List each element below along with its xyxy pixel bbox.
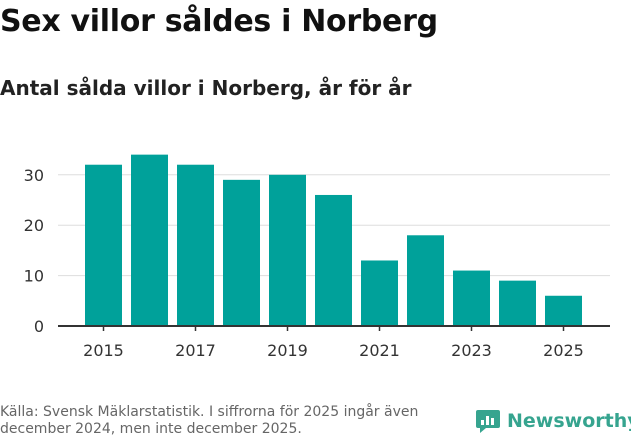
x-tick-label-2019: 2019 xyxy=(267,341,308,360)
bar-2024 xyxy=(499,280,536,326)
x-tick-label-2021: 2021 xyxy=(359,341,400,360)
bar-2020 xyxy=(315,194,352,326)
brand-name: Newsworthy xyxy=(507,410,631,432)
brand-logo: Newsworthy xyxy=(475,408,631,434)
source-note: Källa: Svensk Mäklarstatistik. I siffror… xyxy=(0,404,419,437)
bar-2015 xyxy=(85,164,122,326)
bar-chart: 0 10 20 30 2015 2017 2019 2021 2023 2025 xyxy=(24,154,610,360)
bar-2018 xyxy=(223,179,260,326)
x-tick-label-2015: 2015 xyxy=(83,341,124,360)
bar-2019 xyxy=(269,174,306,326)
y-tick-label-30: 30 xyxy=(24,166,44,185)
chart-title: Sex villor såldes i Norberg xyxy=(0,4,438,39)
chart-subtitle: Antal sålda villor i Norberg, år för år xyxy=(0,76,412,100)
x-tick-label-2017: 2017 xyxy=(175,341,216,360)
bar-2025 xyxy=(545,295,582,326)
bar-2017 xyxy=(177,164,214,326)
y-tick-label-10: 10 xyxy=(24,267,44,286)
newsworthy-logo-icon xyxy=(476,410,500,433)
x-tick-label-2023: 2023 xyxy=(451,341,492,360)
bar-2016 xyxy=(131,154,168,326)
y-tick-label-20: 20 xyxy=(24,216,44,235)
x-tick-label-2025: 2025 xyxy=(543,341,584,360)
bar-2021 xyxy=(361,260,398,326)
bar-2023 xyxy=(453,270,490,326)
bar-2022 xyxy=(407,235,444,326)
y-tick-label-0: 0 xyxy=(34,317,44,336)
